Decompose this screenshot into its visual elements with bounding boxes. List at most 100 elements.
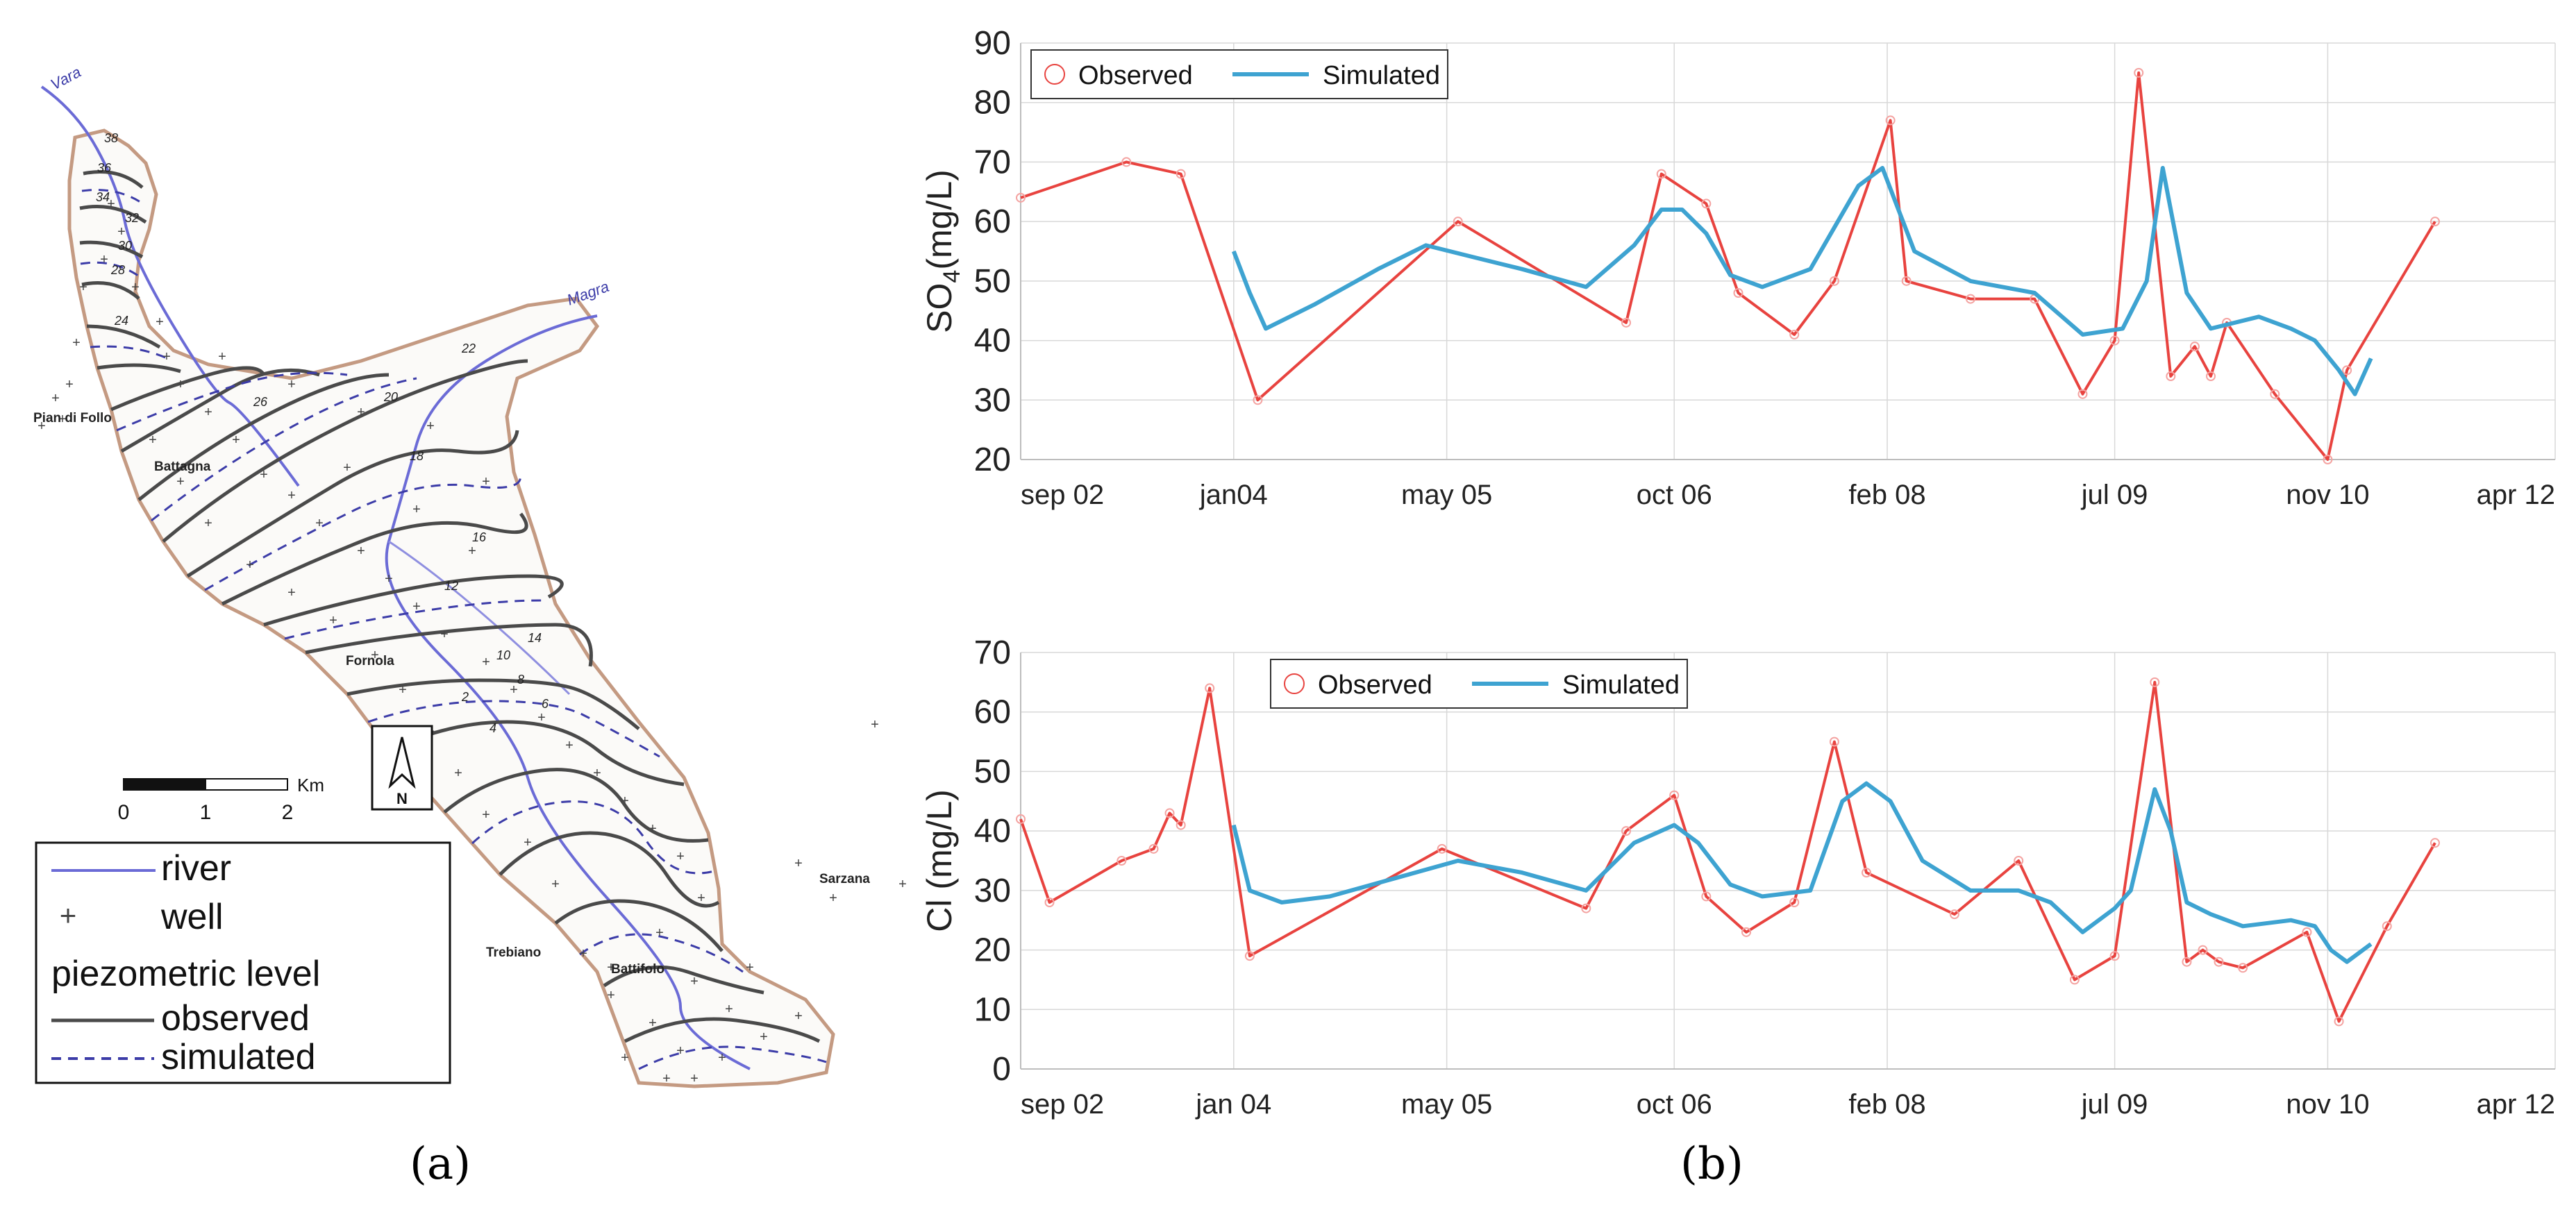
well-marker: +: [440, 627, 449, 642]
contour-label: 34: [96, 190, 110, 204]
data-point: [2077, 389, 2088, 399]
data-point: [1176, 820, 1186, 830]
data-point: [2109, 335, 2120, 346]
well-marker: +: [51, 391, 60, 406]
well-marker: +: [58, 412, 67, 427]
data-point: [1829, 276, 1839, 286]
well-marker: +: [218, 349, 226, 364]
well-marker: +: [482, 474, 490, 489]
map-figure: + + + + + + + + + + + + + + + + + + + + + + + + + + + + + + + + + + + + + + + +…: [31, 63, 907, 1088]
well-marker: +: [343, 460, 351, 475]
contour-label: 10: [496, 648, 510, 662]
y-tick-label: 60: [974, 694, 1011, 731]
contour-label: 8: [517, 673, 524, 687]
contour-label: 14: [528, 631, 542, 645]
y-tick-label: 60: [974, 203, 1011, 240]
scale-unit: Km: [297, 775, 324, 795]
place-fornola: Fornola: [346, 654, 394, 668]
contour-label: 38: [104, 131, 118, 145]
north-arrow-icon: [388, 736, 416, 789]
data-point: [2270, 389, 2280, 399]
series-observed: [1016, 67, 2440, 464]
well-marker: +: [760, 1029, 768, 1045]
well-marker: +: [482, 807, 490, 823]
data-point: [1656, 169, 1666, 179]
well-marker: +: [454, 766, 462, 781]
chart-1: 20 30 40 50 60 70 80 90 sep 02 jan04 may 05 oct 06 f…: [920, 25, 2556, 510]
data-point: [1701, 891, 1712, 902]
well-marker: +: [794, 1009, 803, 1024]
y-tick-label: 70: [974, 144, 1011, 180]
y-tick-label: 40: [974, 323, 1011, 360]
data-point: [2166, 371, 2176, 381]
place-trebiano: Trebiano: [486, 945, 541, 960]
scale-tick-2: 2: [282, 801, 294, 824]
simulated-contours: [80, 189, 827, 1070]
well-marker: +: [676, 1043, 685, 1059]
charts-figure: 20 30 40 50 60 70 80 90 sep 02 jan04 may 05 oct 06 f…: [920, 25, 2556, 1120]
series-simulated: [1232, 166, 2373, 396]
well-marker: +: [287, 488, 296, 503]
well-marker: +: [482, 655, 490, 670]
data-point: [2342, 365, 2352, 376]
data-point: [1789, 898, 1800, 907]
place-labels: Pian di Follo Battagna Fornola Trebiano …: [33, 411, 870, 977]
contour-label: 28: [110, 263, 125, 277]
x-tick-label: apr 12: [2477, 480, 2555, 510]
well-marker: +: [607, 960, 615, 975]
contour-label: 16: [472, 530, 487, 544]
data-point: [1885, 115, 1896, 126]
well-marker: +: [551, 877, 560, 892]
scale-tick-0: 0: [118, 801, 130, 824]
y-tick-label: 0: [992, 1051, 1011, 1088]
well-marker: +: [357, 405, 365, 420]
y-tick-label: 20: [974, 932, 1011, 969]
scale-bar: 0 1 2 Km: [118, 775, 324, 824]
contour-label: 20: [383, 390, 398, 404]
well-marker: +: [794, 856, 803, 871]
data-point: [1862, 868, 1872, 878]
data-point: [2014, 856, 2024, 866]
data-point: [1044, 898, 1055, 907]
contour-label: 26: [253, 395, 268, 409]
well-marker: +: [655, 925, 664, 941]
series-observed: [1016, 677, 2440, 1027]
y-tick-label: 30: [974, 873, 1011, 909]
well-marker: +: [871, 717, 879, 732]
well-marker: +: [176, 377, 185, 392]
well-marker: +: [510, 682, 518, 698]
well-marker: +: [426, 419, 435, 434]
well-marker: +: [621, 793, 629, 809]
well-marker: +: [315, 516, 324, 531]
well-marker: +: [412, 502, 421, 517]
legend-simulated-label: simulated: [161, 1037, 316, 1077]
data-point: [2214, 957, 2224, 967]
well-marker: +: [246, 557, 254, 573]
y-tick-label: 90: [974, 25, 1011, 62]
well-marker: +: [621, 1050, 629, 1066]
y-tick-label: 10: [974, 991, 1011, 1028]
series-line: [1231, 781, 2373, 964]
river-branch: [388, 540, 571, 696]
contour-label: 18: [410, 449, 424, 463]
legend-well-symbol: +: [60, 899, 77, 932]
well-marker: +: [385, 571, 393, 587]
x-tick-label: sep 02: [1021, 1089, 1104, 1120]
contour-label: 12: [444, 579, 458, 593]
well-marker: +: [260, 467, 268, 482]
well-marker: +: [204, 405, 212, 420]
legend-river-label: river: [161, 848, 231, 889]
data-point: [1205, 683, 1215, 693]
data-point: [2238, 963, 2248, 973]
contour-label: 30: [118, 239, 132, 253]
well-marker: +: [399, 682, 407, 698]
contour-label: 22: [461, 342, 476, 355]
x-tick-label: nov 10: [2286, 1089, 2369, 1120]
well-marker: +: [100, 252, 108, 267]
x-tick-label: may 05: [1401, 480, 1492, 510]
data-point: [2189, 342, 2200, 352]
well-marker: +: [37, 419, 46, 434]
data-point: [1453, 217, 1463, 227]
data-point: [1621, 317, 1632, 328]
north-label: N: [396, 790, 408, 807]
